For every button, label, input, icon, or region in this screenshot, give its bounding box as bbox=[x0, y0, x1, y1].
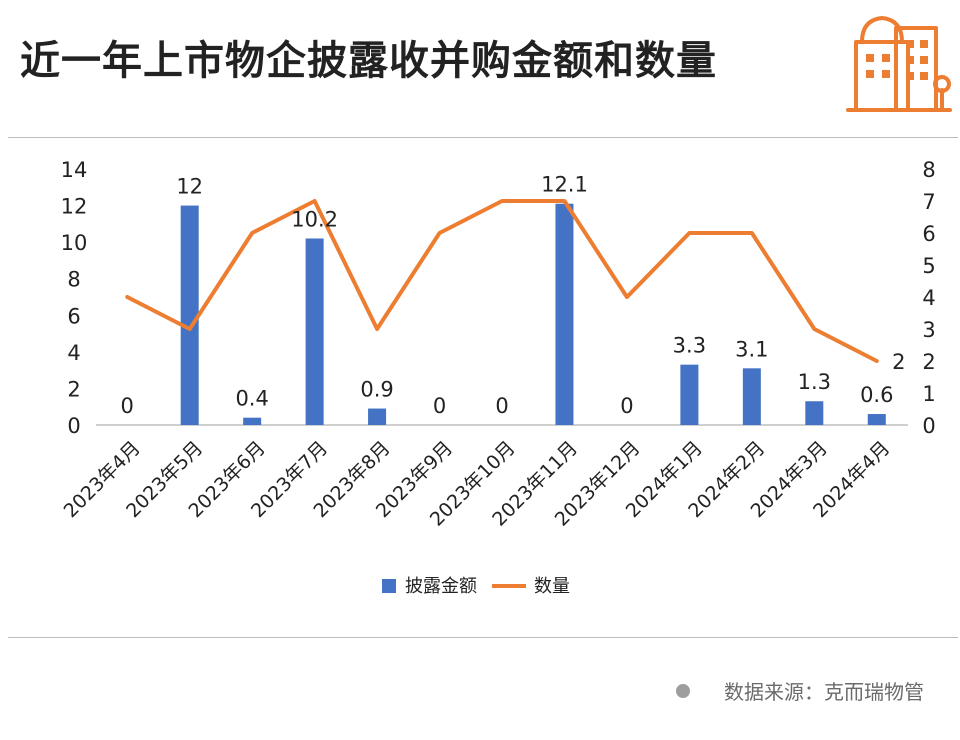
y-left-tick-label: 10 bbox=[61, 231, 88, 255]
bar bbox=[805, 401, 824, 425]
bar-data-label: 10.2 bbox=[291, 207, 338, 231]
bar bbox=[867, 414, 886, 425]
y-left-tick-label: 2 bbox=[67, 377, 80, 401]
bar-data-label: 0 bbox=[495, 394, 508, 418]
combo-chart: 024681012140123456782023年4月2023年5月2023年6… bbox=[60, 158, 936, 597]
bar bbox=[742, 368, 761, 425]
bar-data-label: 0 bbox=[620, 394, 633, 418]
bar-data-label: 12 bbox=[176, 175, 203, 199]
bar-data-label: 3.1 bbox=[735, 337, 768, 361]
bar bbox=[680, 364, 699, 425]
y-right-tick-label: 7 bbox=[922, 190, 935, 214]
y-left-tick-label: 6 bbox=[67, 304, 80, 328]
line-data-label: 2 bbox=[892, 350, 905, 374]
chart-title: 近一年上市物企披露收并购金额和数量 bbox=[20, 38, 717, 84]
y-left-tick-label: 0 bbox=[67, 414, 80, 438]
y-left-tick-label: 12 bbox=[61, 195, 88, 219]
y-left-tick-label: 4 bbox=[67, 341, 80, 365]
bar-data-label: 12.1 bbox=[541, 173, 588, 197]
bar-data-label: 1.3 bbox=[798, 370, 831, 394]
bar bbox=[555, 203, 574, 425]
legend-label-amount: 披露金额 bbox=[405, 576, 477, 597]
y-right-tick-label: 8 bbox=[922, 158, 935, 182]
bar-data-label: 0.4 bbox=[235, 387, 268, 411]
bar-data-label: 0 bbox=[433, 394, 446, 418]
y-left-tick-label: 8 bbox=[67, 268, 80, 292]
bar-data-label: 0.9 bbox=[360, 378, 393, 402]
y-right-tick-label: 6 bbox=[922, 222, 935, 246]
line-series-quantity bbox=[125, 199, 879, 363]
y-right-tick-label: 2 bbox=[922, 350, 935, 374]
bar-data-label: 0.6 bbox=[860, 383, 893, 407]
y-right-tick-label: 4 bbox=[922, 286, 935, 310]
y-right-tick-label: 3 bbox=[922, 318, 935, 342]
y-right-tick-label: 5 bbox=[922, 254, 935, 278]
building-logo-icon bbox=[846, 16, 952, 112]
legend-swatch-bar bbox=[382, 579, 396, 593]
y-right-tick-label: 0 bbox=[922, 414, 935, 438]
bar bbox=[305, 238, 324, 425]
bar bbox=[368, 408, 387, 425]
top-divider bbox=[8, 137, 958, 138]
y-right-tick-label: 1 bbox=[922, 382, 935, 406]
source-note: 数据来源：克而瑞物管 bbox=[676, 676, 924, 705]
y-left-tick-label: 14 bbox=[61, 158, 88, 182]
bottom-divider bbox=[8, 637, 958, 638]
bar-data-label: 3.3 bbox=[673, 334, 706, 358]
bar-data-label: 0 bbox=[121, 394, 134, 418]
source-text: 数据来源：克而瑞物管 bbox=[724, 680, 924, 704]
bar bbox=[180, 205, 199, 425]
bullet-icon bbox=[676, 683, 690, 698]
legend-label-count: 数量 bbox=[534, 576, 570, 597]
bar bbox=[243, 417, 262, 425]
